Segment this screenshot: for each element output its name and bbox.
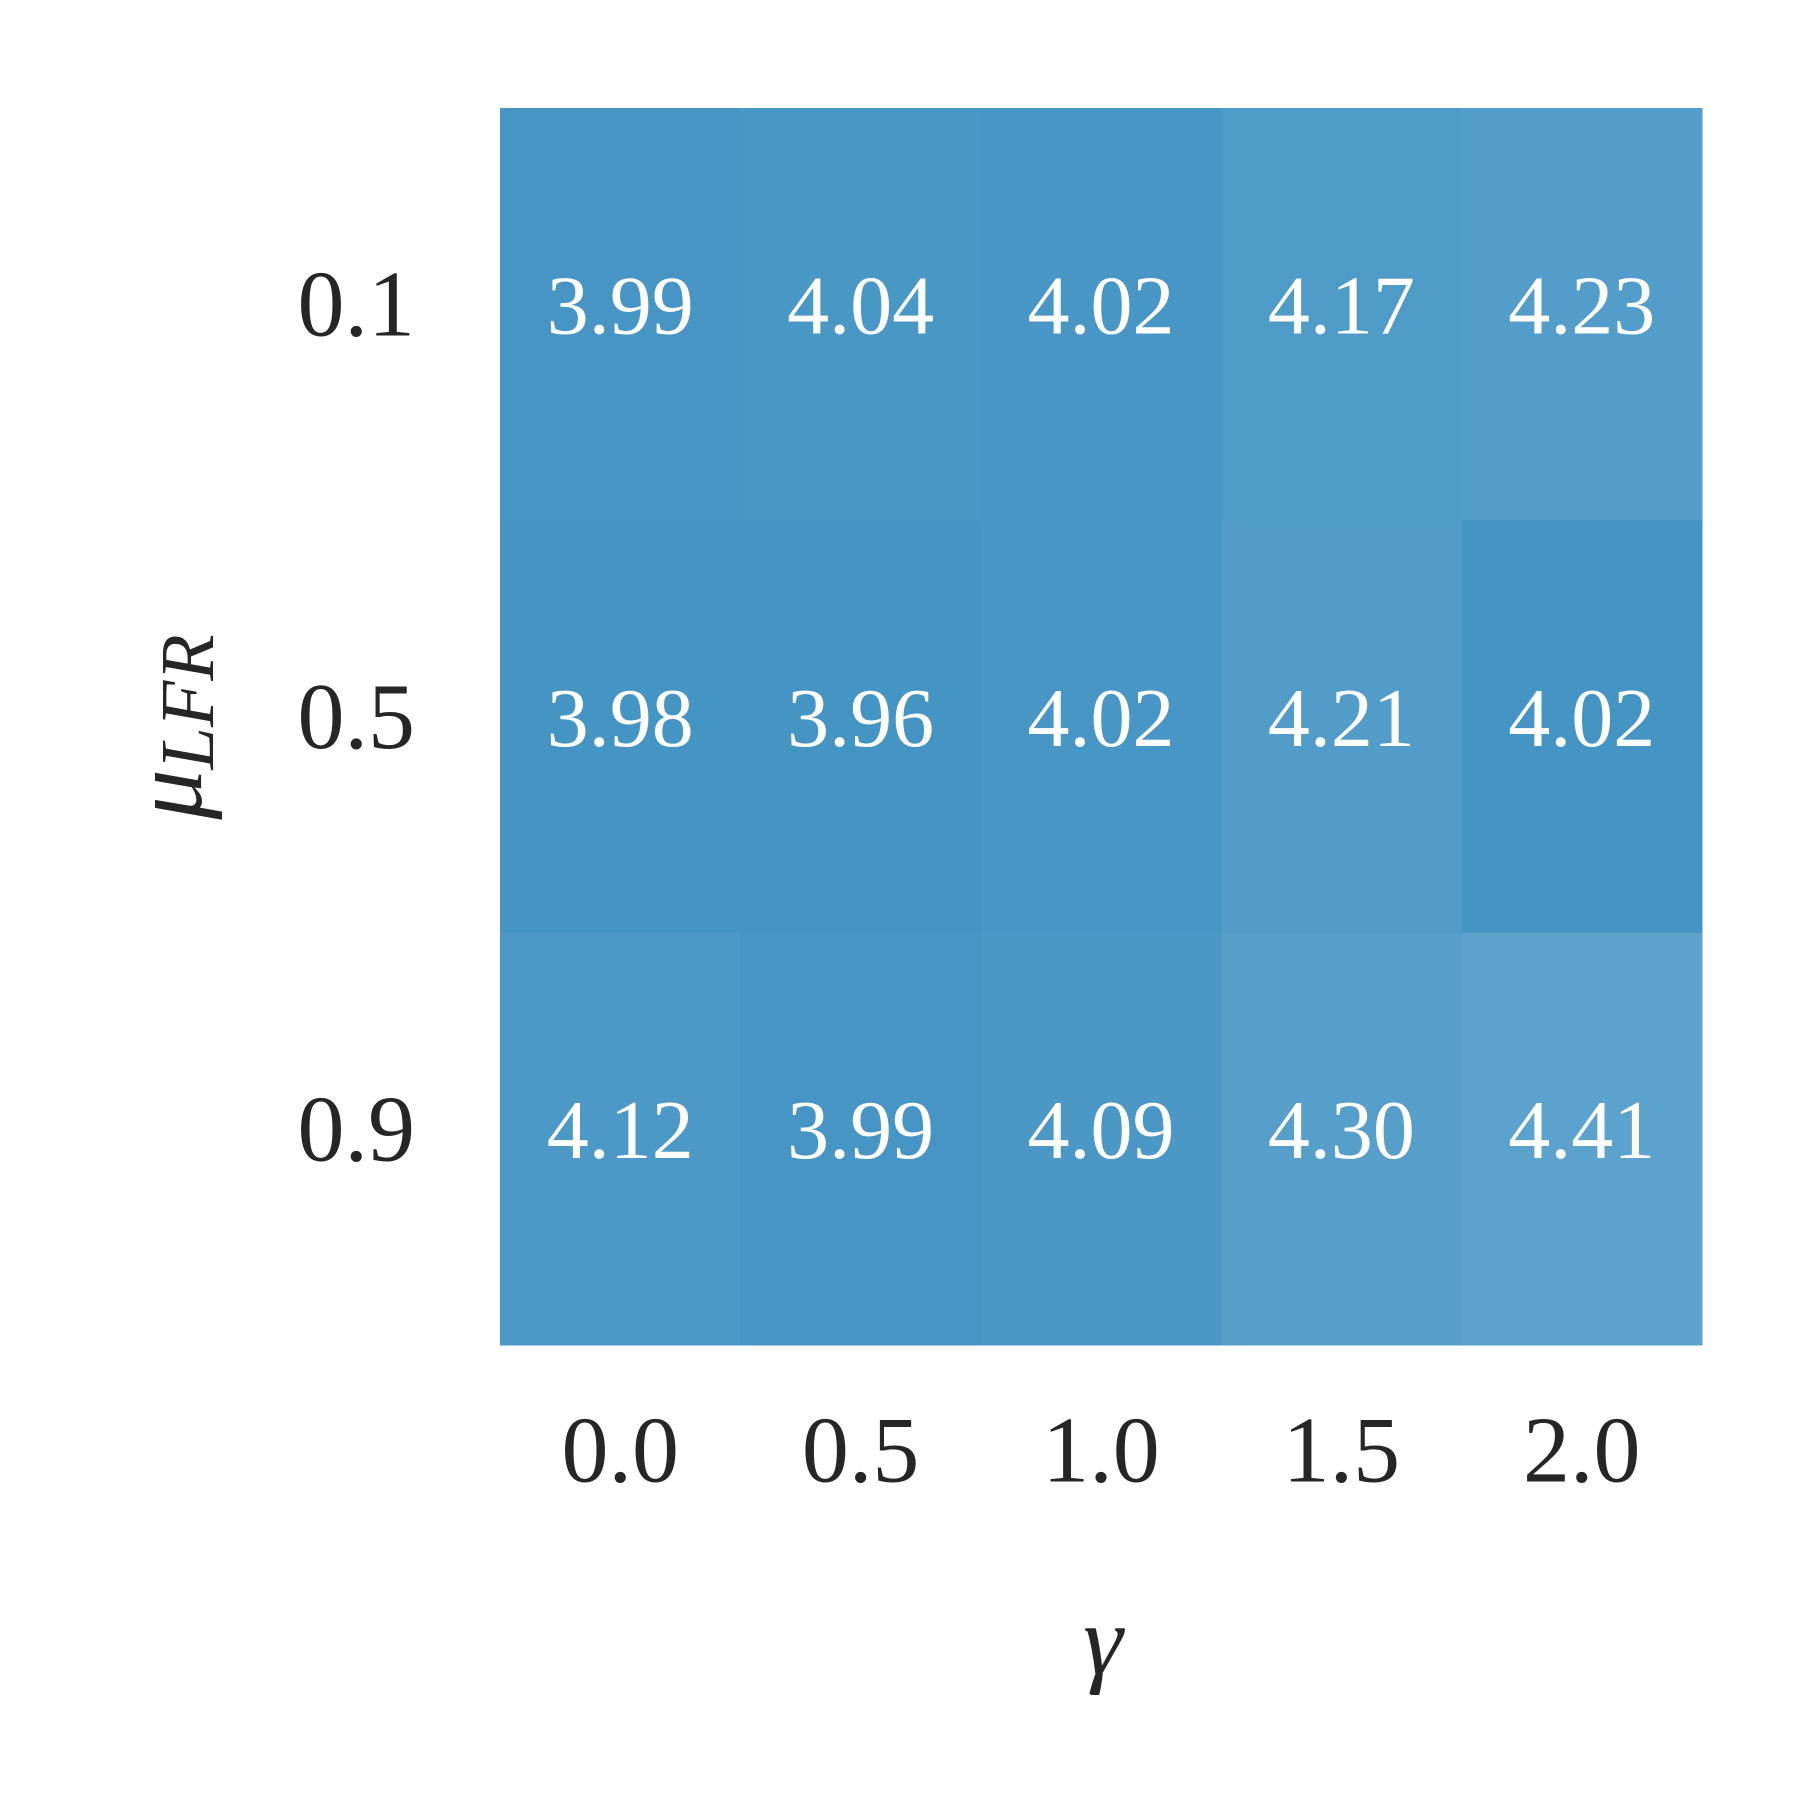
heatmap-cell	[500, 520, 741, 934]
heatmap-cell	[740, 932, 982, 1346]
x-tick-label: 1.0	[1042, 1399, 1160, 1503]
cell-value-label: 3.98	[547, 672, 694, 765]
y-tick-label: 0.9	[298, 1077, 416, 1181]
y-tick-label: 0.5	[298, 665, 416, 769]
heatmap-cell	[500, 932, 741, 1346]
cell-value-label: 4.12	[547, 1084, 694, 1177]
y-axis-label: μLFR	[112, 634, 230, 820]
heatmap-cell	[980, 932, 1222, 1346]
cell-value-label: 4.17	[1268, 259, 1415, 352]
x-axis-label: γ	[1083, 1585, 1125, 1696]
x-tick-label: 2.0	[1523, 1399, 1641, 1503]
cell-value-label: 3.99	[787, 1084, 934, 1177]
heatmap-cell	[500, 108, 741, 521]
cell-value-label: 3.96	[787, 672, 934, 765]
heatmap-cell	[1461, 932, 1703, 1346]
cell-value-label: 4.02	[1028, 259, 1175, 352]
cell-value-label: 4.23	[1508, 259, 1655, 352]
cell-value-label: 4.02	[1508, 672, 1655, 765]
y-tick-label: 0.1	[298, 253, 416, 357]
y-axis-label-subscript: LFR	[146, 634, 230, 770]
x-tick-label: 1.5	[1283, 1399, 1401, 1503]
heatmap-cell	[980, 520, 1222, 934]
heatmap-cell	[1221, 520, 1463, 934]
x-tick-label: 0.5	[802, 1399, 920, 1503]
cell-value-label: 3.99	[547, 259, 694, 352]
heatmap-cell	[1221, 108, 1463, 521]
heatmap-cell	[1461, 108, 1703, 521]
y-axis-label-symbol: μ	[112, 769, 223, 820]
heatmap-cell	[1221, 932, 1463, 1346]
cell-value-label: 4.30	[1268, 1084, 1415, 1177]
heatmap-cell	[980, 108, 1222, 521]
cell-value-label: 4.02	[1028, 672, 1175, 765]
heatmap-cell	[1461, 520, 1703, 934]
cell-value-label: 4.04	[787, 259, 934, 352]
cell-value-label: 4.09	[1028, 1084, 1175, 1177]
heatmap-cell	[740, 520, 982, 934]
cell-value-label: 4.21	[1268, 672, 1415, 765]
x-tick-label: 0.0	[561, 1399, 679, 1503]
heatmap-cells	[500, 108, 1703, 1346]
heatmap-cell	[740, 108, 982, 521]
cell-value-label: 4.41	[1508, 1084, 1655, 1177]
